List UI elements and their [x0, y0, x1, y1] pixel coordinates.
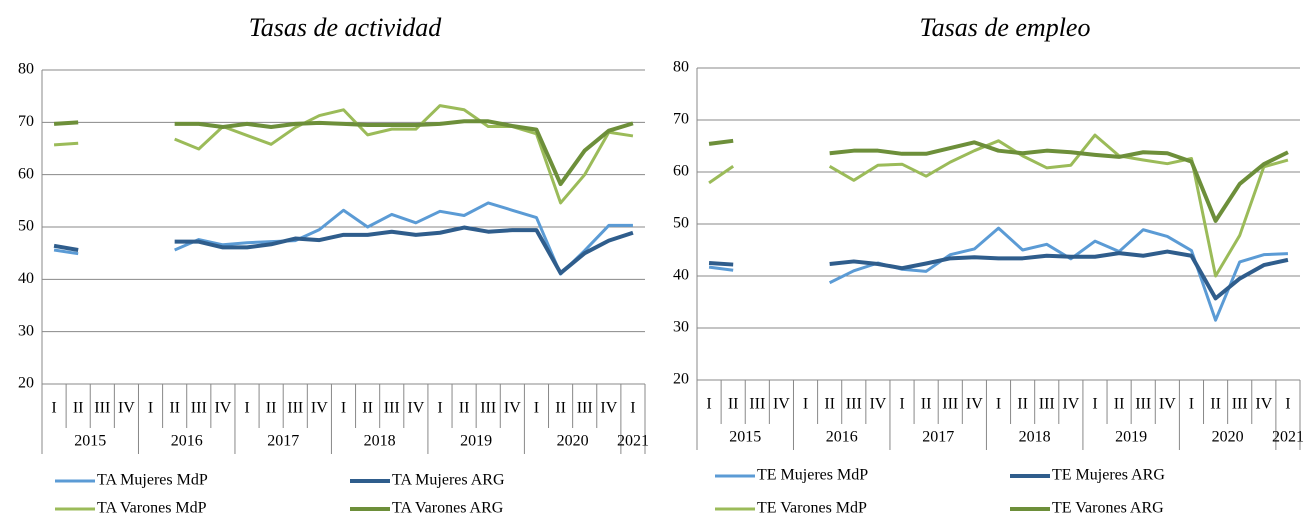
x-tick-label: II: [824, 396, 835, 413]
y-tick-label: 50: [673, 215, 689, 232]
y-tick-label: 60: [18, 165, 34, 182]
x-tick-label: III: [384, 400, 400, 417]
x-tick-label: II: [555, 400, 566, 417]
x-group-label: 2019: [1115, 429, 1147, 446]
x-tick-label: I: [996, 396, 1001, 413]
legend-label: TE Mujeres MdP: [757, 467, 868, 484]
x-tick-label: I: [1285, 396, 1290, 413]
legend-label: TA Mujeres MdP: [97, 472, 208, 489]
x-tick-label: I: [1189, 396, 1194, 413]
x-tick-label: III: [577, 400, 593, 417]
x-tick-label: IV: [1062, 396, 1079, 413]
x-tick-label: III: [480, 400, 496, 417]
legend-label: TE Varones MdP: [757, 500, 867, 517]
x-group-label: 2020: [1212, 429, 1244, 446]
y-tick-label: 30: [673, 319, 689, 336]
x-tick-label: IV: [600, 400, 617, 417]
x-tick-label: IV: [1255, 396, 1272, 413]
x-group-label: 2015: [729, 429, 761, 446]
series-line: [53, 104, 634, 205]
x-tick-label: II: [728, 396, 739, 413]
x-group-label: 2017: [922, 429, 954, 446]
x-tick-label: III: [846, 396, 862, 413]
x-group-label: 2017: [267, 433, 299, 450]
x-tick-label: II: [73, 400, 84, 417]
x-group-label: 2021: [1272, 429, 1304, 446]
x-tick-label: III: [1039, 396, 1055, 413]
legend-label: TE Mujeres ARG: [1052, 467, 1165, 484]
x-group-label: 2016: [826, 429, 858, 446]
x-tick-label: I: [899, 396, 904, 413]
x-tick-label: I: [1092, 396, 1097, 413]
x-tick-label: II: [459, 400, 470, 417]
x-group-label: 2021: [617, 433, 649, 450]
series-line: [708, 133, 1289, 278]
chart-title: Tasas de actividad: [249, 13, 443, 42]
y-tick-label: 40: [18, 270, 34, 287]
legend-label: TA Varones ARG: [392, 500, 504, 517]
y-tick-label: 70: [673, 111, 689, 128]
legend-label: TA Mujeres ARG: [392, 472, 505, 489]
series-line: [53, 201, 633, 276]
y-tick-label: 50: [18, 218, 34, 235]
legend-label: TE Varones ARG: [1052, 500, 1164, 517]
x-group-label: 2015: [74, 433, 106, 450]
x-tick-label: IV: [869, 396, 886, 413]
x-tick-label: I: [148, 400, 153, 417]
x-tick-label: III: [1232, 396, 1248, 413]
y-tick-label: 20: [673, 371, 689, 388]
x-group-label: 2018: [1019, 429, 1051, 446]
x-tick-label: III: [191, 400, 207, 417]
x-tick-label: IV: [407, 400, 424, 417]
x-tick-label: I: [341, 400, 346, 417]
y-tick-label: 60: [673, 163, 689, 180]
x-group-label: 2018: [364, 433, 396, 450]
series-line: [53, 225, 634, 276]
x-tick-label: III: [287, 400, 303, 417]
x-tick-label: IV: [118, 400, 135, 417]
x-tick-label: II: [362, 400, 373, 417]
x-tick-label: I: [534, 400, 539, 417]
series-line: [708, 138, 1289, 223]
x-tick-label: I: [51, 400, 56, 417]
x-tick-label: IV: [504, 400, 521, 417]
y-tick-label: 20: [18, 375, 34, 392]
y-tick-label: 80: [673, 59, 689, 76]
y-tick-label: 30: [18, 322, 34, 339]
y-tick-label: 40: [673, 267, 689, 284]
x-tick-label: IV: [966, 396, 983, 413]
x-group-label: 2016: [171, 433, 203, 450]
legend-label: TA Varones MdP: [97, 500, 207, 517]
x-tick-label: I: [244, 400, 249, 417]
x-tick-label: II: [169, 400, 180, 417]
x-tick-label: III: [1135, 396, 1151, 413]
x-tick-label: IV: [773, 396, 790, 413]
y-tick-label: 70: [18, 113, 34, 130]
x-tick-label: II: [921, 396, 932, 413]
x-tick-label: II: [266, 400, 277, 417]
series-line: [708, 249, 1289, 301]
x-tick-label: I: [630, 400, 635, 417]
x-tick-label: III: [942, 396, 958, 413]
x-group-label: 2019: [460, 433, 492, 450]
x-tick-label: IV: [214, 400, 231, 417]
x-tick-label: II: [1017, 396, 1028, 413]
x-tick-label: II: [1114, 396, 1125, 413]
x-tick-label: I: [706, 396, 711, 413]
x-tick-label: III: [94, 400, 110, 417]
x-tick-label: IV: [1159, 396, 1176, 413]
x-group-label: 2020: [557, 433, 589, 450]
x-tick-label: I: [803, 396, 808, 413]
series-line: [708, 226, 1289, 322]
y-tick-label: 80: [18, 61, 34, 78]
series-line: [53, 119, 634, 187]
x-tick-label: I: [437, 400, 442, 417]
x-tick-label: III: [749, 396, 765, 413]
x-tick-label: IV: [311, 400, 328, 417]
chart-title: Tasas de empleo: [920, 13, 1091, 42]
x-tick-label: II: [1210, 396, 1221, 413]
